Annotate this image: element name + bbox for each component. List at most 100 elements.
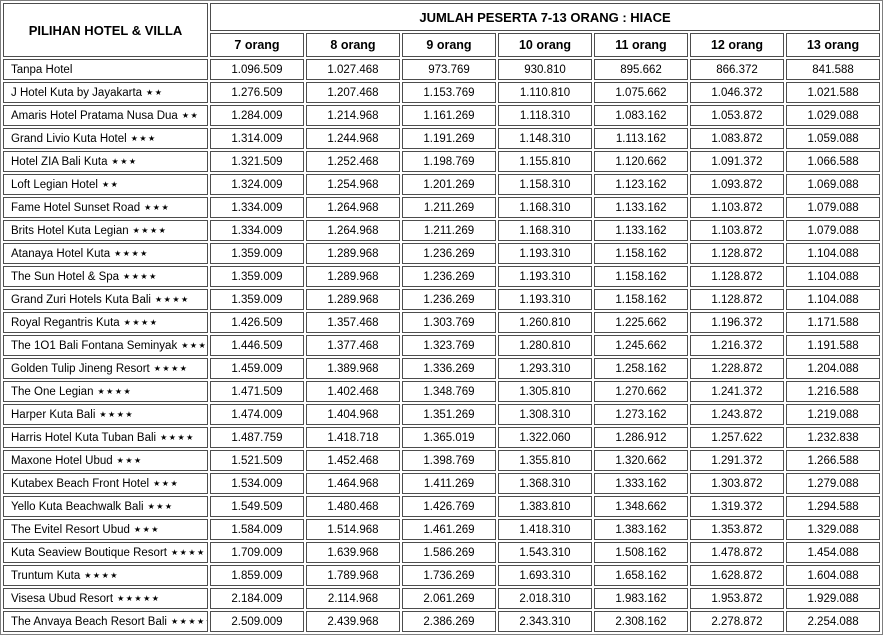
hotel-name-cell: Tanpa Hotel <box>3 59 208 80</box>
price-cell: 1.291.372 <box>690 450 784 471</box>
price-cell: 1.193.310 <box>498 243 592 264</box>
price-cell: 1.191.588 <box>786 335 881 356</box>
price-cell: 1.471.509 <box>210 381 304 402</box>
group-header-row: PILIHAN HOTEL & VILLA JUMLAH PESERTA 7-1… <box>3 3 881 57</box>
price-cell: 1.083.162 <box>594 105 688 126</box>
price-cell: 1.133.162 <box>594 220 688 241</box>
hotel-name-cell: Golden Tulip Jineng Resort ★★★★ <box>3 358 208 379</box>
price-cell: 1.104.088 <box>786 289 881 310</box>
hotel-name: Tanpa Hotel <box>11 63 73 76</box>
price-cell: 1.236.269 <box>402 266 496 287</box>
price-cell: 1.168.310 <box>498 197 592 218</box>
price-cell: 1.478.872 <box>690 542 784 563</box>
price-cell: 1.284.009 <box>210 105 304 126</box>
price-cell: 1.303.872 <box>690 473 784 494</box>
hotel-star-rating: ★★★★ <box>181 340 208 350</box>
price-cell: 1.236.269 <box>402 289 496 310</box>
hotel-name-cell: Amaris Hotel Pratama Nusa Dua ★★ <box>3 105 208 126</box>
hotel-name: Royal Regantris Kuta <box>11 316 120 329</box>
price-cell: 1.383.810 <box>498 496 592 517</box>
table-row: Fame Hotel Sunset Road ★★★ 1.334.009 1.264… <box>3 197 881 218</box>
price-cell: 1.487.759 <box>210 427 304 448</box>
price-cell: 1.404.968 <box>306 404 400 425</box>
price-cell: 1.198.769 <box>402 151 496 172</box>
price-cell: 1.096.509 <box>210 59 304 80</box>
price-cell: 1.474.009 <box>210 404 304 425</box>
price-cell: 1.243.872 <box>690 404 784 425</box>
hotel-star-rating: ★★★★ <box>170 547 206 557</box>
price-cell: 1.104.088 <box>786 266 881 287</box>
price-cell: 1.232.838 <box>786 427 881 448</box>
table-row: Truntum Kuta ★★★★ 1.859.009 1.789.968 1.736… <box>3 565 881 586</box>
price-cell: 1.543.310 <box>498 542 592 563</box>
table-row: Tanpa Hotel 1.096.509 1.027.468 973.769 930… <box>3 59 881 80</box>
price-cell: 1.104.088 <box>786 243 881 264</box>
hotel-star-rating: ★★★★ <box>132 225 168 235</box>
price-cell: 1.418.310 <box>498 519 592 540</box>
price-cell: 1.377.468 <box>306 335 400 356</box>
price-cell: 1.534.009 <box>210 473 304 494</box>
price-cell: 1.158.310 <box>498 174 592 195</box>
price-cell: 1.983.162 <box>594 588 688 609</box>
col-header-12-orang: 12 orang <box>690 33 784 57</box>
price-cell: 1.359.009 <box>210 243 304 264</box>
price-cell: 1.207.468 <box>306 82 400 103</box>
table-row: Golden Tulip Jineng Resort ★★★★ 1.459.009… <box>3 358 881 379</box>
col-header-13-orang: 13 orang <box>786 33 881 57</box>
price-cell: 1.158.162 <box>594 243 688 264</box>
hotel-name: Fame Hotel Sunset Road <box>11 201 141 214</box>
price-cell: 1.426.509 <box>210 312 304 333</box>
price-cell: 1.303.769 <box>402 312 496 333</box>
hotel-name: The One Legian <box>11 385 94 398</box>
price-cell: 1.426.769 <box>402 496 496 517</box>
hotel-name-cell: Truntum Kuta ★★★★ <box>3 565 208 586</box>
table-row: The One Legian ★★★★ 1.471.509 1.402.468 1.3… <box>3 381 881 402</box>
price-cell: 866.372 <box>690 59 784 80</box>
price-cell: 1.193.310 <box>498 266 592 287</box>
price-cell: 1.584.009 <box>210 519 304 540</box>
price-cell: 1.027.468 <box>306 59 400 80</box>
hotel-name-cell: The Anvaya Beach Resort Bali★★★★★ <box>3 611 208 632</box>
price-cell: 1.059.088 <box>786 128 881 149</box>
hotel-star-rating: ★★★★ <box>123 317 159 327</box>
hotel-name-cell: Kutabex Beach Front Hotel ★★★ <box>3 473 208 494</box>
price-cell: 1.133.162 <box>594 197 688 218</box>
hotel-star-rating: ★★★★ <box>84 570 119 580</box>
price-cell: 1.118.310 <box>498 105 592 126</box>
hotel-name-cell: Fame Hotel Sunset Road ★★★ <box>3 197 208 218</box>
price-cell: 1.091.372 <box>690 151 784 172</box>
price-cell: 2.254.088 <box>786 611 881 632</box>
price-cell: 1.929.088 <box>786 588 881 609</box>
price-cell: 1.244.968 <box>306 128 400 149</box>
price-cell: 1.128.872 <box>690 243 784 264</box>
price-cell: 1.266.588 <box>786 450 881 471</box>
price-cell: 1.329.088 <box>786 519 881 540</box>
price-cell: 1.258.162 <box>594 358 688 379</box>
price-cell: 1.508.162 <box>594 542 688 563</box>
hotel-name: Maxone Hotel Ubud <box>11 454 113 467</box>
hotel-name-cell: Grand Livio Kuta Hotel ★★★ <box>3 128 208 149</box>
price-cell: 1.294.588 <box>786 496 881 517</box>
price-cell: 1.514.968 <box>306 519 400 540</box>
price-cell: 2.184.009 <box>210 588 304 609</box>
table-row: Visesa Ubud Resort ★★★★★ 2.184.009 2.114.9… <box>3 588 881 609</box>
price-cell: 1.454.088 <box>786 542 881 563</box>
hotel-name-cell: The Evitel Resort Ubud ★★★ <box>3 519 208 540</box>
price-cell: 1.320.662 <box>594 450 688 471</box>
price-cell: 1.158.162 <box>594 266 688 287</box>
price-cell: 1.276.509 <box>210 82 304 103</box>
price-cell: 1.461.269 <box>402 519 496 540</box>
table-row: J Hotel Kuta by Jayakarta ★★ 1.276.509 1.2… <box>3 82 881 103</box>
price-cell: 2.308.162 <box>594 611 688 632</box>
price-cell: 1.257.622 <box>690 427 784 448</box>
price-cell: 1.153.769 <box>402 82 496 103</box>
price-cell: 1.155.810 <box>498 151 592 172</box>
price-cell: 1.110.810 <box>498 82 592 103</box>
price-cell: 2.343.310 <box>498 611 592 632</box>
hotel-name-cell: Royal Regantris Kuta ★★★★ <box>3 312 208 333</box>
price-cell: 1.128.872 <box>690 289 784 310</box>
price-cell: 1.254.968 <box>306 174 400 195</box>
table-row: Atanaya Hotel Kuta ★★★★ 1.359.009 1.289.96… <box>3 243 881 264</box>
price-cell: 1.193.310 <box>498 289 592 310</box>
